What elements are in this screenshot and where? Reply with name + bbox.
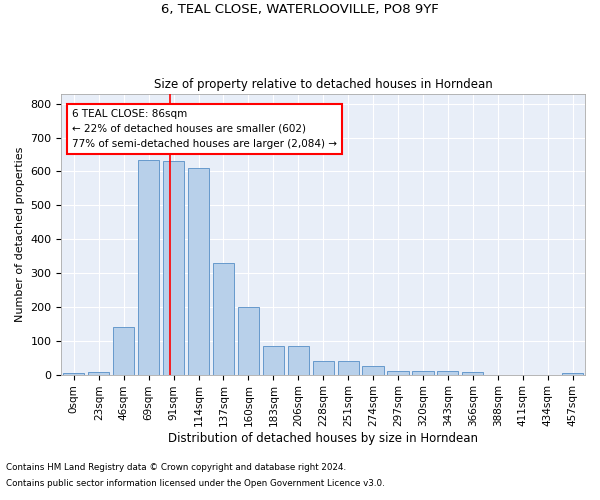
Bar <box>63 373 85 374</box>
Bar <box>163 162 184 374</box>
Bar <box>362 366 383 374</box>
Bar <box>263 346 284 374</box>
Bar <box>188 168 209 374</box>
Bar <box>562 373 583 374</box>
Bar <box>388 371 409 374</box>
Bar <box>338 361 359 374</box>
Text: 6 TEAL CLOSE: 86sqm
← 22% of detached houses are smaller (602)
77% of semi-detac: 6 TEAL CLOSE: 86sqm ← 22% of detached ho… <box>72 109 337 148</box>
Bar <box>412 370 434 374</box>
Bar <box>88 372 109 374</box>
Title: Size of property relative to detached houses in Horndean: Size of property relative to detached ho… <box>154 78 493 91</box>
Text: Contains public sector information licensed under the Open Government Licence v3: Contains public sector information licen… <box>6 478 385 488</box>
Bar <box>138 160 159 374</box>
Bar <box>238 307 259 374</box>
Text: 6, TEAL CLOSE, WATERLOOVILLE, PO8 9YF: 6, TEAL CLOSE, WATERLOOVILLE, PO8 9YF <box>161 2 439 16</box>
Bar <box>313 361 334 374</box>
Bar <box>287 346 309 374</box>
Bar <box>213 263 234 374</box>
X-axis label: Distribution of detached houses by size in Horndean: Distribution of detached houses by size … <box>168 432 478 445</box>
Bar <box>113 327 134 374</box>
Bar <box>462 372 484 374</box>
Bar <box>437 370 458 374</box>
Y-axis label: Number of detached properties: Number of detached properties <box>15 146 25 322</box>
Text: Contains HM Land Registry data © Crown copyright and database right 2024.: Contains HM Land Registry data © Crown c… <box>6 464 346 472</box>
